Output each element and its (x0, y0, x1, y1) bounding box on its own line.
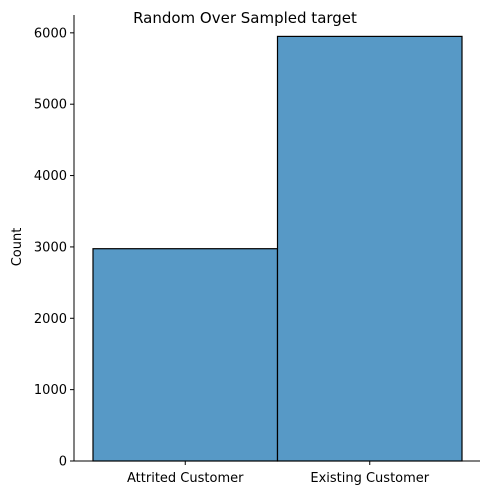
axes-group: 0 1000 2000 3000 4000 5000 6000 Attrited Custom… (34, 15, 480, 486)
y-tick-label: 2000 (34, 312, 67, 327)
y-tick-label: 5000 (34, 98, 67, 113)
bar-attrited-customer (92, 248, 279, 462)
bars-group (92, 35, 463, 462)
x-tick-label: Attrited Customer (127, 471, 244, 486)
y-tick-label: 6000 (34, 26, 67, 41)
chart-title: Random Over Sampled target (133, 9, 357, 27)
y-axis-label: Count (10, 228, 25, 267)
x-tick-label: Existing Customer (310, 471, 429, 486)
y-tick-label: 1000 (34, 383, 67, 398)
y-tick-label: 0 (59, 455, 67, 470)
y-tick-label: 3000 (34, 240, 67, 255)
y-tick-label: 4000 (34, 169, 67, 184)
bar-existing-customer (276, 35, 463, 462)
